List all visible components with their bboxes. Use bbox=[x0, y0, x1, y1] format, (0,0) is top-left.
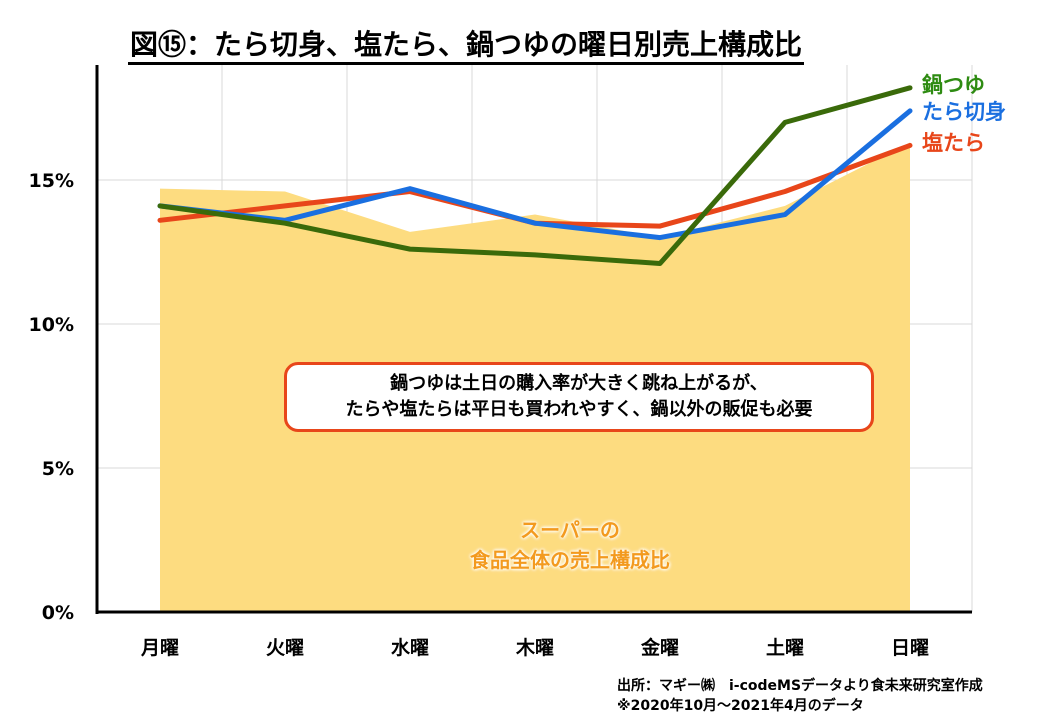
callout-line2: たらや塩たらは平日も買われやすく、鍋以外の販促も必要 bbox=[345, 399, 813, 420]
source-line1: 出所：マギー㈱ i-codeMSデータより食未来研究室作成 bbox=[617, 678, 983, 694]
legend-label-nabetsuyu: 鍋つゆ bbox=[922, 73, 985, 97]
legend-label-tara_kirimi: たら切身 bbox=[922, 100, 1006, 124]
chart-title: 図⑮：たら切身、塩たら、鍋つゆの曜日別売上構成比 bbox=[128, 28, 805, 65]
series-line-nabetsuyu bbox=[157, 85, 913, 267]
x-tick-label: 月曜 bbox=[140, 637, 179, 659]
y-tick-label: 10% bbox=[29, 314, 74, 336]
x-tick-label: 土曜 bbox=[766, 637, 804, 659]
x-tick-label: 水曜 bbox=[391, 637, 429, 659]
x-tick-label: 火曜 bbox=[266, 637, 304, 659]
y-tick-labels: 0% 5% 10% 15% bbox=[29, 170, 74, 624]
area-annotation-line2: 食品全体の売上構成比 bbox=[470, 548, 670, 572]
area-annotation: スーパーの 食品全体の売上構成比 bbox=[420, 515, 720, 575]
axes bbox=[95, 65, 972, 614]
source-line2: ※2020年10月～2021年4月のデータ bbox=[617, 698, 864, 714]
y-tick-label: 0% bbox=[42, 602, 74, 624]
series-lines bbox=[157, 85, 913, 267]
source-note: 出所：マギー㈱ i-codeMSデータより食未来研究室作成 ※2020年10月～… bbox=[617, 676, 983, 716]
x-tick-labels: 月曜 火曜 水曜 木曜 金曜 土曜 日曜 bbox=[140, 636, 929, 659]
callout-line1: 鍋つゆは土日の購入率が大きく跳ね上がるが、 bbox=[390, 373, 768, 394]
y-tick-label: 15% bbox=[29, 170, 74, 192]
y-tick-label: 5% bbox=[42, 458, 74, 480]
x-tick-label: 日曜 bbox=[891, 637, 929, 659]
callout-box: 鍋つゆは土日の購入率が大きく跳ね上がるが、 たらや塩たらは平日も買われやすく、鍋… bbox=[284, 362, 874, 432]
x-tick-label: 木曜 bbox=[515, 636, 554, 659]
area-annotation-line1: スーパーの bbox=[520, 518, 620, 542]
legend-label-shio_tara: 塩たら bbox=[922, 131, 985, 155]
series-line-tara_kirimi bbox=[157, 108, 913, 241]
x-tick-label: 金曜 bbox=[640, 636, 679, 659]
